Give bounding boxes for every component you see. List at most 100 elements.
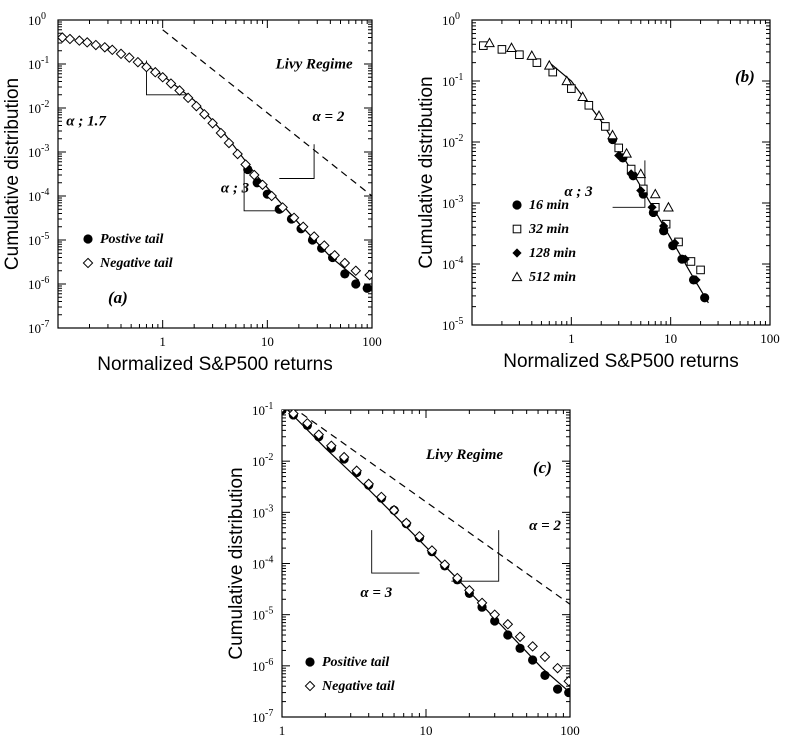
data-point	[526, 50, 538, 60]
y-axis-title: Cumulative distribution	[416, 76, 437, 268]
data-point	[636, 185, 646, 196]
x-tick-label: 10	[664, 331, 677, 346]
legend-label: Negative tail	[99, 256, 173, 271]
data-point	[680, 254, 690, 264]
fit-line	[548, 62, 709, 304]
data-point	[351, 279, 361, 289]
legend-marker	[82, 257, 94, 269]
legend-label: 16 min	[529, 198, 569, 213]
data-point	[81, 37, 93, 48]
series-c-1	[282, 410, 570, 687]
data-point	[165, 78, 177, 89]
y-axis-title: Cumulative distribution	[2, 78, 23, 270]
data-point	[514, 631, 526, 643]
plot-frame	[57, 19, 373, 329]
levy-regime-line	[162, 29, 372, 197]
annotation: α ; 3	[564, 184, 593, 200]
slope-guide	[243, 172, 276, 212]
data-point	[577, 91, 589, 102]
data-point	[191, 100, 202, 112]
panel-label: (c)	[533, 458, 552, 477]
data-point	[497, 45, 507, 54]
legend-marker	[511, 271, 523, 282]
data-point	[659, 226, 669, 236]
annotation: α = 2	[529, 518, 561, 534]
data-point	[539, 651, 551, 663]
data-point	[635, 168, 647, 179]
y-tick-label: 10-2	[442, 133, 463, 150]
data-point	[240, 159, 251, 170]
annotation: α ; 3	[221, 181, 250, 197]
data-point	[426, 545, 438, 556]
y-tick-label: 100	[28, 11, 46, 28]
data-point	[700, 293, 710, 303]
data-point	[232, 148, 243, 160]
data-point	[157, 71, 168, 83]
data-point	[593, 110, 605, 120]
data-point	[607, 129, 619, 140]
data-point	[563, 675, 570, 687]
x-tick-label: 100	[560, 723, 580, 738]
legend-marker	[512, 248, 522, 258]
slope-guide	[451, 530, 500, 582]
data-point	[649, 188, 661, 199]
data-point	[277, 202, 288, 213]
data-point	[58, 32, 68, 43]
data-point	[90, 39, 102, 51]
legend-marker	[512, 224, 522, 234]
data-point	[540, 670, 550, 681]
y-axis-title: Cumulative distribution	[226, 467, 247, 659]
y-tick-label: 10-1	[28, 55, 49, 72]
data-point	[339, 257, 351, 269]
legend-marker	[83, 234, 93, 244]
plot-area	[479, 37, 710, 304]
annotation: α = 2	[312, 109, 344, 125]
data-point	[490, 616, 500, 626]
data-point	[464, 584, 475, 596]
data-point	[364, 269, 372, 281]
y-tick-label: 10-4	[28, 187, 49, 204]
data-point	[388, 504, 400, 516]
legend-label: 512 min	[529, 270, 576, 285]
x-tick-label: 10	[420, 723, 433, 738]
y-tick-label: 10-1	[252, 401, 273, 418]
data-point	[362, 283, 372, 293]
x-tick-label: 100	[760, 331, 780, 346]
y-tick-label: 10-1	[442, 72, 463, 89]
x-tick-label: 10	[261, 334, 274, 349]
data-point	[552, 662, 563, 674]
data-point	[515, 50, 524, 59]
data-point	[74, 35, 85, 46]
data-point	[476, 597, 488, 609]
x-axis-title: Normalized S&P500 returns	[97, 354, 333, 375]
y-tick-label: 10-6	[28, 275, 49, 292]
legend-label: Postive tail	[100, 232, 163, 247]
x-tick-label: 100	[362, 334, 382, 349]
data-point	[484, 37, 495, 48]
legend-label: 32 min	[528, 222, 569, 237]
data-point	[452, 572, 463, 584]
data-point	[527, 641, 538, 652]
annotation: Livy Regime	[275, 56, 353, 72]
annotation: α = 3	[360, 585, 392, 601]
y-tick-label: 10-3	[28, 143, 49, 160]
y-tick-label: 10-5	[28, 231, 49, 248]
data-point	[376, 491, 387, 503]
data-point	[439, 559, 451, 570]
data-point	[489, 609, 501, 620]
y-tick-label: 10-6	[252, 657, 273, 674]
data-point	[141, 61, 152, 73]
data-point	[288, 410, 299, 419]
data-point	[132, 56, 144, 68]
y-tick-label: 10-7	[252, 708, 273, 725]
data-point	[647, 202, 657, 212]
y-tick-label: 10-5	[442, 316, 463, 333]
y-tick-label: 10-4	[252, 555, 273, 572]
data-point	[584, 100, 594, 110]
data-point	[215, 127, 227, 139]
data-point	[601, 122, 610, 131]
legend-label: Positive tail	[322, 655, 389, 670]
data-point	[282, 410, 286, 414]
plot-area	[282, 410, 570, 698]
